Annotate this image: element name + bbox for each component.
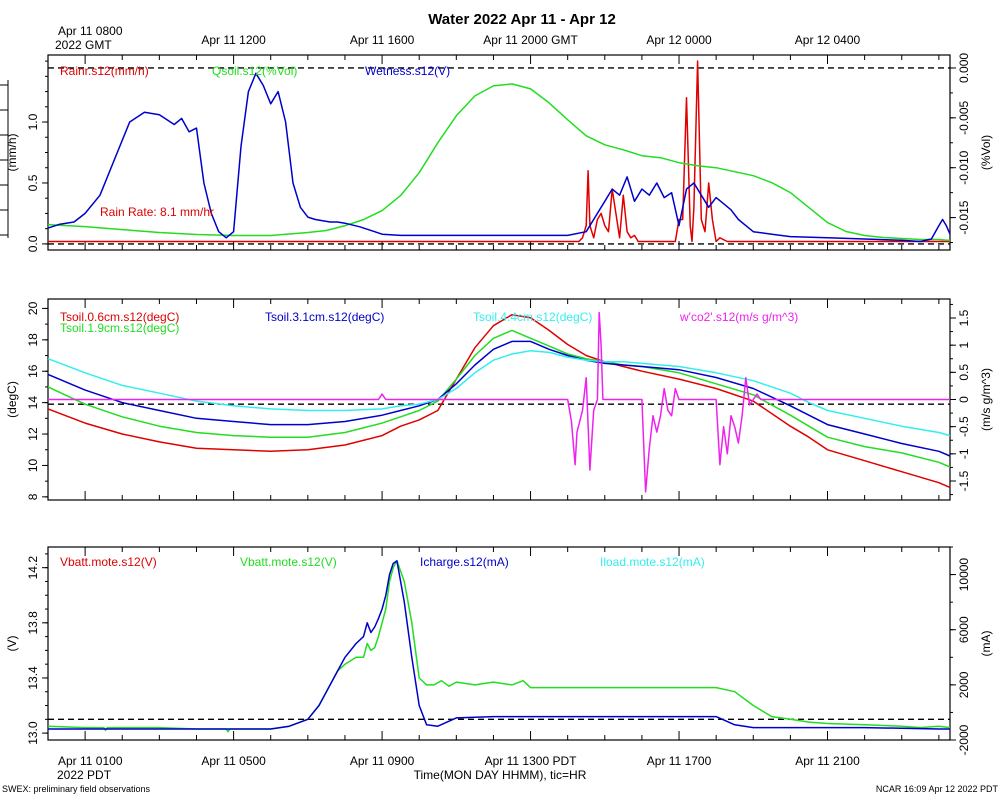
left-tick-label: 0.5 <box>26 174 40 191</box>
top-first-label-line2: 2022 GMT <box>55 38 112 52</box>
legend-entry: Iload.mote.s12(mA) <box>600 555 705 569</box>
series-w-co2-s12-m-s-g-m-3- <box>48 311 950 493</box>
series-icharge-s12-ma- <box>48 560 950 730</box>
panel-2: 8 10 12 14 16 18 20 (degC) 1.5 1 0.5 0 -0.5 -1 -1.5 (m/… <box>5 298 993 501</box>
right-tick-label: 10000 <box>957 558 971 592</box>
bottom-time-label: Apr 11 1300 PDT <box>485 754 577 768</box>
series-wetness-s12-v- <box>47 72 951 243</box>
left-tick-label: 18 <box>26 333 40 347</box>
series-tsoil-0-6cm-s12-degc- <box>47 313 951 489</box>
series-rainr-s12-mm-h- <box>48 60 950 243</box>
right-tick-label: 2000 <box>957 671 971 698</box>
left-tick-label: 16 <box>26 364 40 378</box>
bottom-time-label: Apr 11 1700 <box>647 754 712 768</box>
right-tick-label: 0.000 <box>957 53 971 83</box>
right-tick-label: -0.5 <box>957 416 971 437</box>
legend-entry: Rainr.s12(mm/h) <box>60 64 149 78</box>
x-axis-label: Time(MON DAY HHMM), tic=HR <box>414 768 587 782</box>
panel-3: 13.0 13.4 13.8 14.2 (V) -2000 2000 6000 10000 (mA… <box>5 546 993 755</box>
left-tick-label: 14 <box>26 396 40 410</box>
left-tick-label: 13.0 <box>26 721 40 745</box>
right-axis-label: (mA) <box>979 631 993 657</box>
series-qsoil-s12-vol- <box>47 83 951 242</box>
left-tick-label: 8 <box>26 493 40 500</box>
right-tick-label: 0 <box>957 396 971 403</box>
legend-entry: Icharge.s12(mA) <box>420 555 509 569</box>
left-axis-label: (degC) <box>5 381 19 418</box>
left-tick-label: 12 <box>26 427 40 441</box>
left-tick-label: 10 <box>26 458 40 472</box>
legend-entry: Tsoil.1.9cm.s12(degC) <box>60 321 179 335</box>
legend-entry: Wetness.s12(V) <box>365 64 450 78</box>
right-tick-label: 0.5 <box>957 364 971 381</box>
right-tick-label: -1 <box>957 448 971 459</box>
bottom-first-label-line1: Apr 11 0100 <box>58 754 123 768</box>
bottom-time-label: Apr 11 0900 <box>350 754 415 768</box>
rain-rate-annotation: Rain Rate: 8.1 mm/hr <box>100 205 214 219</box>
bottom-first-label-line2: 2022 PDT <box>57 768 112 782</box>
legend-entry: Vbatt.mote.s12(V) <box>240 555 337 569</box>
right-tick-label: -0.015 <box>957 200 971 234</box>
left-tick-label: 13.8 <box>26 611 40 635</box>
right-tick-label: 1.5 <box>957 309 971 326</box>
left-tick-label: 13.4 <box>26 666 40 690</box>
right-tick-label: -2000 <box>957 724 971 755</box>
legend-entry: Qsoil.s12(%Vol) <box>212 64 297 78</box>
top-time-label: Apr 11 1200 <box>201 33 266 47</box>
legend-entry: Tsoil.0.6cm.s12(degC) <box>60 310 179 324</box>
series-vbatt-mote-s12-v- <box>47 560 951 733</box>
left-tick-label: 20 <box>26 301 40 315</box>
legend-entry: w'co2'.s12(m/s g/m^3) <box>679 310 798 324</box>
bottom-time-label: Apr 11 2100 <box>795 754 860 768</box>
footer-left: SWEX: preliminary field observations <box>2 784 151 794</box>
footer-right: NCAR 16:09 Apr 12 2022 PDT <box>876 784 999 794</box>
panel-frame <box>47 546 951 741</box>
right-tick-label: -0.005 <box>957 101 971 135</box>
top-time-label: Apr 12 0400 <box>795 33 861 47</box>
left-axis-label: (V) <box>5 636 19 652</box>
bottom-time-label: Apr 11 0500 <box>201 754 266 768</box>
right-tick-label: -0.010 <box>957 150 971 184</box>
left-tick-label: 0.0 <box>26 235 40 252</box>
chart-title: Water 2022 Apr 11 - Apr 12 <box>428 11 616 28</box>
legend-entry: Vbatt.mote.s12(V) <box>60 555 157 569</box>
legend-entry: Tsoil.3.1cm.s12(degC) <box>265 310 384 324</box>
series-tsoil-4-4cm-s12-degc- <box>47 350 951 437</box>
series-tsoil-1-9cm-s12-degc- <box>47 329 951 468</box>
left-tick-label: 14.2 <box>26 556 40 580</box>
right-tick-label: 1 <box>957 342 971 349</box>
right-axis-label: (%Vol) <box>979 135 993 170</box>
chart-panels: 0.0 0.5 1.0 (mm/h) 0.000 -0.005 -0.010 -0.015 (%… <box>0 33 993 768</box>
left-axis-label: (mm/h) <box>5 134 19 172</box>
legend-entry: Tsoil.4.4cm.s12(degC) <box>473 310 592 324</box>
top-time-label: Apr 11 2000 GMT <box>483 33 578 47</box>
right-axis-label: (m/s g/m^3) <box>979 368 993 431</box>
top-first-label-line1: Apr 11 0800 <box>58 24 123 38</box>
top-time-label: Apr 11 1600 <box>350 33 415 47</box>
right-tick-label: -1.5 <box>957 470 971 491</box>
top-time-label: Apr 12 0000 <box>646 33 712 47</box>
right-tick-label: 6000 <box>957 616 971 643</box>
left-tick-label: 1.0 <box>26 113 40 130</box>
series-tsoil-3-1cm-s12-degc- <box>47 340 951 457</box>
